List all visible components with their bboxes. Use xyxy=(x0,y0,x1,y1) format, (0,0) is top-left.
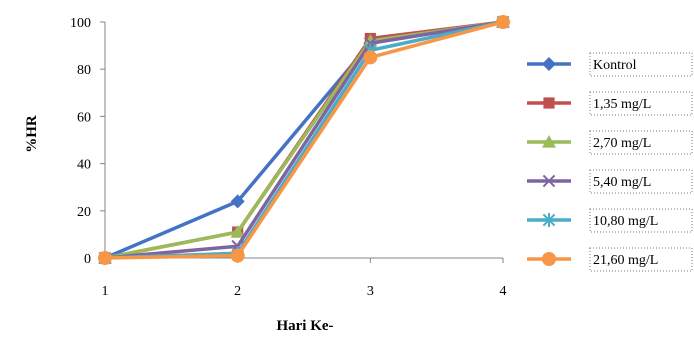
x-tick-label: 4 xyxy=(500,284,507,299)
legend-swatch-marker xyxy=(543,97,555,109)
data-point xyxy=(98,251,112,265)
legend-item: 1,35 mg/L xyxy=(527,91,693,116)
y-tick-label: 100 xyxy=(70,16,91,31)
y-tick-label: 20 xyxy=(77,205,91,220)
series-line xyxy=(104,20,504,260)
legend-label-box xyxy=(589,130,693,155)
legend-label-box xyxy=(589,169,693,194)
legend-label-box xyxy=(589,91,693,116)
legend-item: Kontrol xyxy=(527,52,693,77)
legend-item: 2,70 mg/L xyxy=(527,130,693,155)
y-tick-label: 0 xyxy=(84,252,91,267)
y-tick-label: 60 xyxy=(77,110,91,125)
legend-label-box xyxy=(589,208,693,233)
legend-swatch-marker xyxy=(542,252,556,266)
y-axis-title: %HR xyxy=(24,115,40,153)
legend-label-box xyxy=(589,247,693,272)
series-3 xyxy=(98,15,510,264)
data-point xyxy=(230,248,245,263)
data-point xyxy=(363,50,378,65)
series-6 xyxy=(98,15,510,265)
series-line xyxy=(104,20,504,260)
legend-label: 1,35 mg/L xyxy=(593,97,651,112)
x-tick-label: 2 xyxy=(234,284,241,299)
data-point xyxy=(230,194,245,209)
series-4 xyxy=(98,15,510,265)
legend-item: 5,40 mg/L xyxy=(527,169,693,194)
legend: Kontrol 1,35 mg/L 2,70 mg/L 5,40 mg/L 10,80 … xyxy=(527,52,693,272)
data-point xyxy=(496,15,510,29)
series-line xyxy=(104,20,504,260)
series-line xyxy=(104,20,504,260)
series-2 xyxy=(99,16,509,264)
x-tick-label: 1 xyxy=(102,284,109,299)
legend-label: 2,70 mg/L xyxy=(593,136,651,151)
data-point xyxy=(230,225,245,238)
y-tick-label: 40 xyxy=(77,158,91,173)
series-1 xyxy=(98,15,510,265)
series-line xyxy=(104,20,504,260)
series-layer xyxy=(98,15,510,265)
x-tick-label: 3 xyxy=(367,284,374,299)
legend-item: 10,80 mg/L xyxy=(527,208,693,233)
legend-swatch-marker xyxy=(542,213,556,227)
legend-label: 5,40 mg/L xyxy=(593,175,651,190)
legend-swatch-marker xyxy=(542,135,556,148)
legend-label-box xyxy=(589,52,693,77)
y-tick-label: 80 xyxy=(77,63,91,78)
legend-swatch-marker xyxy=(542,57,556,71)
x-axis-title: Hari Ke- xyxy=(276,318,333,334)
series-line xyxy=(104,20,504,260)
legend-swatch-marker xyxy=(542,174,556,188)
legend-item: 21,60 mg/L xyxy=(527,247,693,272)
series-5 xyxy=(98,15,510,265)
legend-label: Kontrol xyxy=(593,58,637,73)
legend-label: 21,60 mg/L xyxy=(593,253,658,268)
legend-label: 10,80 mg/L xyxy=(593,214,658,229)
